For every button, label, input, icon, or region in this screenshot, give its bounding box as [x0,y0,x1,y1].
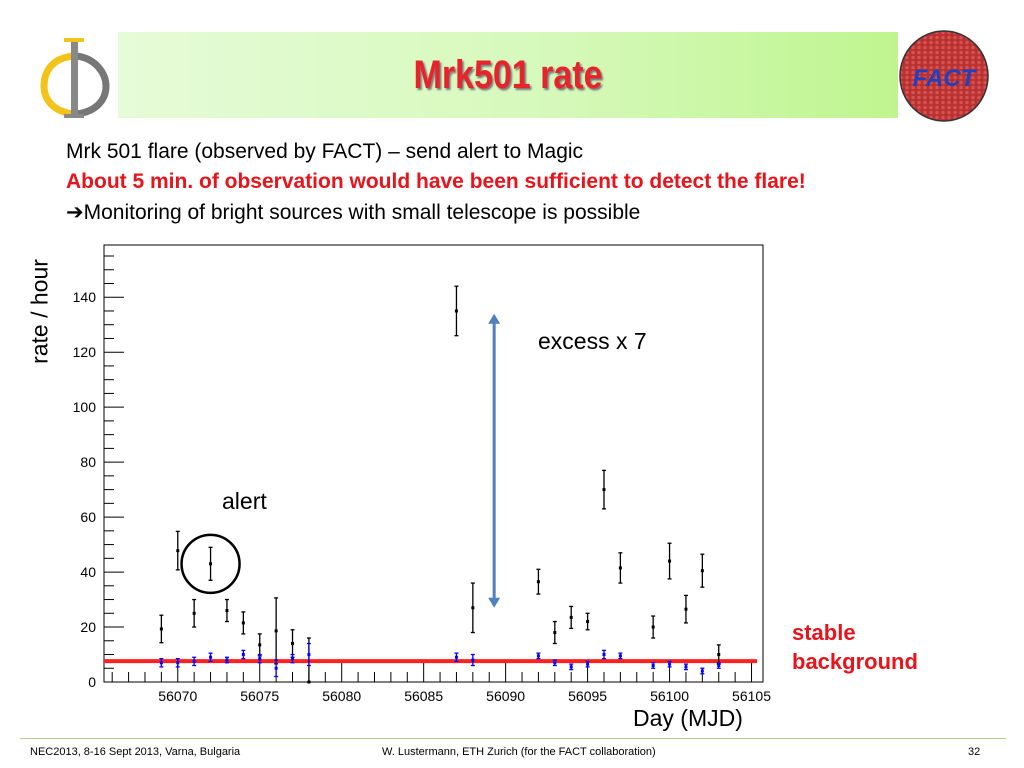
excess-data-point [258,643,262,647]
y-tick-label: 80 [80,454,96,470]
background-data-point [717,664,721,668]
excess-data-point [307,680,311,684]
excess-data-point [454,309,458,313]
background-data-point [700,669,704,673]
excess-data-point [241,621,245,625]
alert-annotation: alert [222,488,267,514]
excess-data-point [225,609,229,613]
x-tick-label: 56105 [732,688,771,704]
excess-data-point [291,642,295,646]
background-data-point [192,659,196,663]
plot-frame [103,244,764,683]
background-data-point [602,653,606,657]
background-data-point [586,662,590,666]
x-tick-label: 56075 [240,688,279,704]
background-data-point [471,658,475,662]
excess-data-point [651,625,655,629]
background-data-point [209,655,213,659]
y-tick-label: 60 [80,509,96,525]
page-number: 32 [968,746,981,758]
excess-data-point [618,566,622,570]
y-tick-label: 140 [73,289,97,305]
slide-title: Mrk501 rate [413,53,603,97]
background-data-point [258,657,262,661]
background-data-point [684,665,688,669]
excess-data-point [586,620,590,624]
alert-circle [180,533,241,595]
excess-data-point [553,631,557,635]
excess-data-point [274,629,278,633]
y-tick-label: 40 [80,564,96,580]
excess-data-point [668,559,672,563]
svg-text:FACT: FACT [913,65,978,92]
phi-logo [40,38,110,118]
excess-data-point [684,607,688,611]
excess-data-point [159,627,163,631]
background-data-point [553,661,557,665]
background-data-point [651,664,655,668]
x-tick-label: 56085 [404,688,443,704]
y-tick-label: 100 [73,399,97,415]
background-label: background [792,649,918,674]
background-data-point [618,654,622,658]
arrow-head-down-icon [488,597,501,608]
background-data-point [225,658,229,662]
excess-data-point [176,549,180,553]
y-axis-label: rate / hour [26,259,53,364]
stable-background-annotation: stable background [792,618,918,676]
background-data-point [176,661,180,665]
background-data-point [454,655,458,659]
x-axis-label: Day (MJD) [633,705,743,731]
footer-conference: NEC2013, 8-16 Sept 2013, Varna, Bulgaria [30,746,241,758]
background-data-point [569,665,573,669]
background-data-point [274,666,278,670]
footer-divider [20,738,1006,739]
bullet-1: Mrk 501 flare (observed by FACT) – send … [66,140,584,163]
y-tick-label: 0 [88,674,96,690]
excess-data-point [192,611,196,615]
x-tick-label: 56070 [158,688,197,704]
title-banner [118,32,898,118]
background-data-point [241,653,245,657]
background-data-point [307,653,311,657]
y-tick-label: 120 [73,344,97,360]
background-data-point [291,657,295,661]
excess-data-point [209,562,213,566]
x-tick-label: 56090 [486,688,525,704]
y-tick-label: 20 [80,619,96,635]
excess-data-point [602,488,606,492]
excess-data-point [717,653,721,657]
bullet-2: About 5 min. of observation would have b… [66,170,806,193]
x-tick-label: 56080 [322,688,361,704]
fact-logo: FACT [899,30,989,122]
excess-annotation: excess x 7 [538,328,647,354]
background-data-point [536,654,540,658]
footer-author: W. Lustermann, ETH Zurich (for the FACT … [382,746,656,758]
stable-label: stable [792,620,856,645]
excess-data-point [700,569,704,573]
excess-data-point [536,580,540,584]
arrow-head-up-icon [488,313,501,324]
excess-data-point [569,615,573,619]
bullet-3: ➔Monitoring of bright sources with small… [66,201,641,224]
background-data-point [159,661,163,665]
x-tick-label: 56100 [650,688,689,704]
background-data-point [668,662,672,666]
x-tick-label: 56095 [568,688,607,704]
excess-data-point [471,606,475,610]
